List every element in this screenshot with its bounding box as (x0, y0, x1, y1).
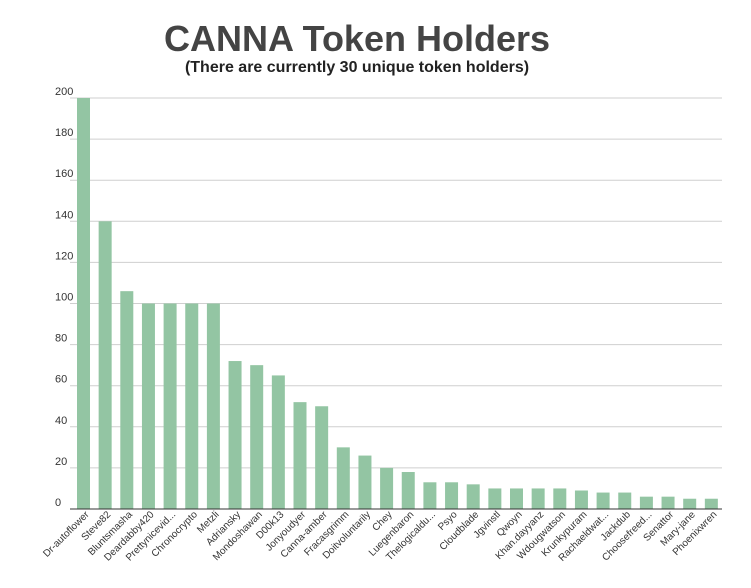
y-tick-label: 60 (55, 374, 67, 386)
y-tick-label: 100 (55, 292, 73, 304)
bar (336, 447, 350, 509)
y-tick-label: 140 (55, 209, 73, 221)
bar (510, 488, 523, 509)
y-tick-label: 0 (55, 497, 61, 509)
bar (574, 490, 588, 509)
bar (488, 488, 502, 509)
y-tick-label: 20 (55, 456, 67, 468)
y-tick-label: 160 (55, 168, 73, 180)
y-tick-label: 80 (55, 333, 67, 345)
chart-title: CANNA Token Holders (164, 18, 550, 59)
bar (618, 492, 632, 509)
y-tick-label: 120 (55, 250, 73, 262)
bar (141, 303, 155, 509)
bar (553, 488, 567, 509)
bar (250, 365, 264, 509)
bar (704, 498, 718, 509)
bar (315, 406, 329, 509)
chart-subtitle: (There are currently 30 unique token hol… (185, 59, 529, 76)
bar (401, 472, 415, 509)
bar (185, 303, 199, 509)
bar (77, 98, 90, 509)
bars (77, 98, 718, 510)
y-tick-label: 200 (55, 86, 73, 98)
bar (639, 496, 653, 509)
bar (380, 467, 394, 509)
bar (358, 455, 372, 509)
bar (98, 221, 112, 510)
bar (120, 291, 134, 509)
gridlines (70, 97, 722, 469)
bar (683, 498, 697, 509)
bar (661, 496, 675, 509)
y-tick-label: 40 (55, 415, 67, 427)
bar (596, 492, 610, 509)
bar (163, 303, 177, 509)
bar (228, 361, 242, 509)
bar (423, 482, 437, 509)
bar (293, 402, 307, 509)
bar (206, 303, 220, 509)
y-tick-label: 180 (55, 127, 73, 139)
y-axis-tick-labels: 0 20 40 60 80 100 120 140 160 180 200 (55, 86, 73, 509)
bar (531, 488, 545, 509)
bar (466, 484, 480, 509)
bar (445, 482, 459, 509)
bar (271, 375, 285, 509)
x-axis-category-labels: Dr-autoflowerSteve82BluntsmashaDeardabby… (41, 509, 719, 564)
